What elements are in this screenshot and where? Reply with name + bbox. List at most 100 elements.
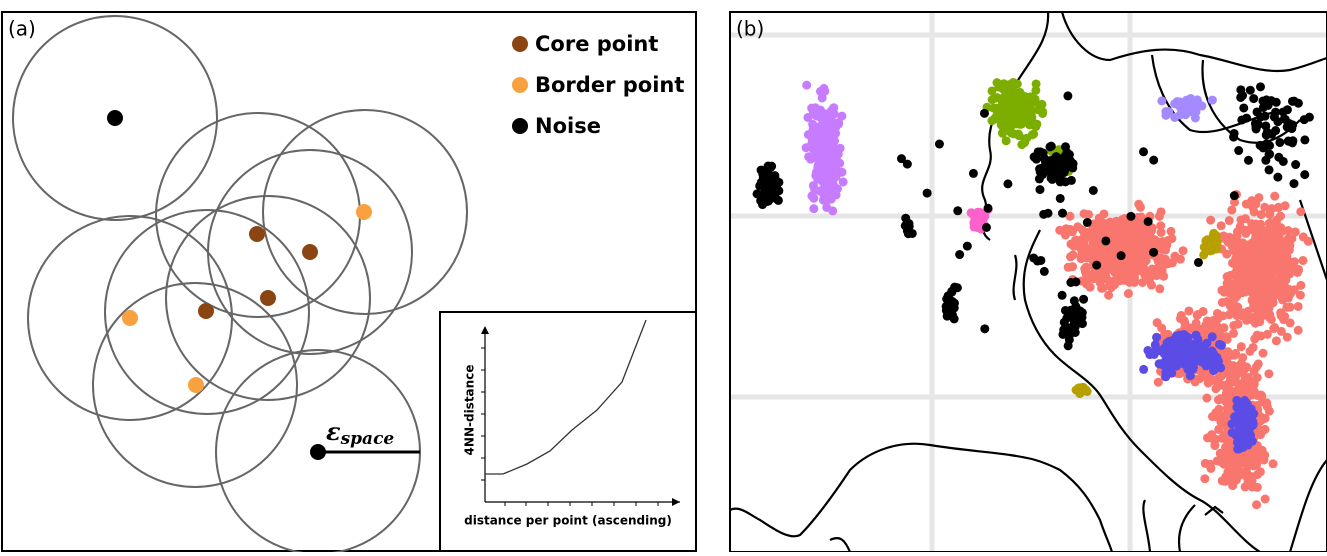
cluster-point [815,86,825,96]
cluster-point [1075,243,1085,253]
cluster-point [1130,273,1140,283]
cluster-point [1115,235,1125,245]
cluster-point [1241,425,1251,435]
cluster-point [1083,209,1093,219]
noise-point [1239,103,1249,113]
cluster-point [831,128,841,138]
cluster-point [1269,247,1279,257]
cluster-point [1160,254,1170,264]
cluster-point [1204,238,1214,248]
noise-point [1032,256,1042,266]
cluster-point [1178,351,1188,361]
cluster-point [1269,324,1279,334]
cluster-point [1127,232,1137,242]
cluster-point [1178,246,1188,256]
cluster-point [1152,318,1162,328]
noise-point [1116,251,1126,261]
noise-point [1193,257,1203,267]
cluster-point [1128,264,1138,274]
cluster-point [1224,360,1234,370]
noise-point [1256,82,1266,92]
cluster-point [1155,284,1165,294]
cluster-point [1198,306,1208,316]
noise-point [756,196,766,206]
cluster-point [1237,311,1247,321]
cluster-point [820,162,830,172]
cluster-point [1260,424,1270,434]
panel-label: (b) [736,17,764,41]
inset: 4NN-distance distance per point (ascendi… [439,311,697,552]
cluster-point [1247,245,1257,255]
cluster-point [1161,110,1171,120]
noise-point [756,177,766,187]
noise-point [1068,163,1078,173]
noise-point [1061,177,1071,187]
cluster-point [1190,113,1200,123]
circle [104,209,310,415]
cluster-point [1265,297,1275,307]
cluster-point [1280,268,1290,278]
core-point [260,290,276,306]
cluster-point [987,116,997,126]
cluster-point [1258,348,1268,358]
noise-point [1258,102,1268,112]
noise-point [1003,179,1013,189]
noise-point [1055,193,1065,203]
cluster-point [1222,297,1232,307]
noise-point [1291,160,1301,170]
cluster-point [1085,282,1095,292]
cluster-point [1134,199,1144,209]
noise-point [1052,153,1062,163]
noise-point [1280,114,1290,124]
noise-point [1057,290,1067,300]
noise-point [1092,260,1102,270]
cluster-point [1224,310,1234,320]
cluster-point [996,118,1006,128]
noise-point [1029,152,1039,162]
cluster-point [1245,346,1255,356]
cluster-point [1219,231,1229,241]
legend-label: Noise [535,114,601,138]
cluster-point [1293,301,1303,311]
cluster-point [1139,258,1149,268]
cluster-point [1228,258,1238,268]
cluster-point [1268,459,1278,469]
cluster-point [1228,328,1238,338]
noise-point [1234,146,1244,156]
cluster-point [1222,278,1232,288]
cluster-point [1222,249,1232,259]
noise-point [943,292,953,302]
cluster-point [1242,255,1252,265]
noise-point [902,159,912,169]
cluster-point [1240,373,1250,383]
cluster-point [1160,329,1170,339]
cluster-point [1231,244,1241,254]
cluster-point [1098,283,1108,293]
noise-point [1101,236,1111,246]
cluster-point [1027,130,1037,140]
noise-point [1088,185,1098,195]
cluster-point [1133,212,1143,222]
cluster-point [1171,352,1181,362]
cluster-point [997,96,1007,106]
cluster-point [1188,362,1198,372]
noise-point [1066,305,1076,315]
cluster-point [1104,290,1114,300]
cluster-point [1179,316,1189,326]
coastline [1012,254,1224,552]
noise-point [941,305,951,315]
cluster-point [1202,393,1212,403]
cluster-point [808,132,818,142]
cluster-point [1231,431,1241,441]
cluster-point [987,86,997,96]
cluster-point [1259,276,1269,286]
cluster-point [819,130,829,140]
cluster-point [1235,438,1245,448]
cluster-point [1293,325,1303,335]
cluster-point [1203,374,1213,384]
cluster-point [807,191,817,201]
inset-x-label: distance per point (ascending) [464,514,672,528]
cluster-point [1232,395,1242,405]
cluster-point [1157,96,1167,106]
